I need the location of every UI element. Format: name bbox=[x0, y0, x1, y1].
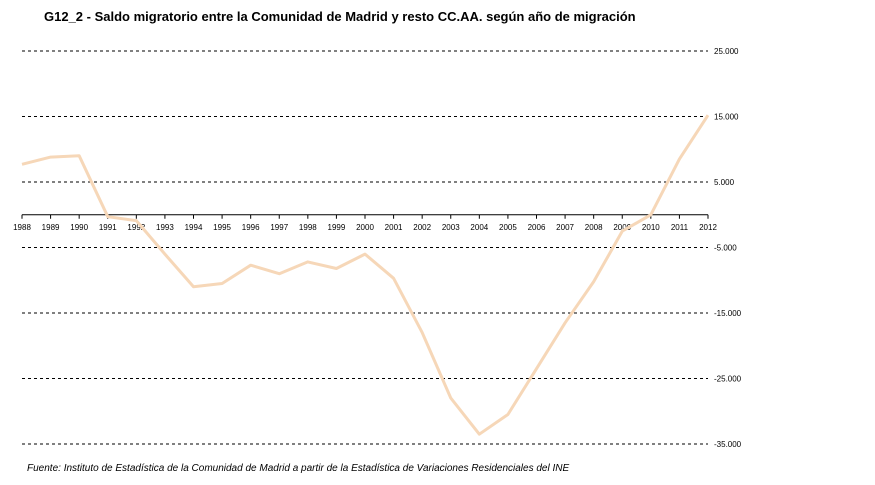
x-tick-label: 2011 bbox=[671, 223, 689, 232]
series-layer bbox=[22, 115, 708, 434]
y-tick-label: 25.000 bbox=[714, 47, 739, 56]
x-tick-label: 1989 bbox=[42, 223, 60, 232]
x-tick-label: 1991 bbox=[99, 223, 117, 232]
y-tick-label: -5.000 bbox=[714, 244, 737, 253]
line-chart: 25.000 15.000 5.000 -5.000 -15.000 -25.000 -35… bbox=[0, 0, 875, 485]
x-tick-label: 2005 bbox=[499, 223, 517, 232]
x-tick-label: 2010 bbox=[642, 223, 660, 232]
x-tick-label: 2002 bbox=[413, 223, 431, 232]
x-tick-label: 1998 bbox=[299, 223, 317, 232]
x-tick-label: 1988 bbox=[13, 223, 31, 232]
x-tick-label: 2001 bbox=[385, 223, 403, 232]
x-tick-label: 1996 bbox=[242, 223, 260, 232]
series-line bbox=[22, 115, 708, 434]
x-tick-label: 1994 bbox=[185, 223, 203, 232]
y-tick-label: -15.000 bbox=[714, 309, 742, 318]
y-tick-label: -25.000 bbox=[714, 375, 742, 384]
y-tick-label: 5.000 bbox=[714, 178, 735, 187]
source-note: Fuente: Instituto de Estadística de la C… bbox=[27, 463, 569, 474]
y-tick-labels: 25.000 15.000 5.000 -5.000 -15.000 -25.000 -35… bbox=[714, 47, 742, 449]
y-tick-label: 15.000 bbox=[714, 113, 739, 122]
x-tick-label: 2004 bbox=[470, 223, 488, 232]
x-tick-label: 1997 bbox=[270, 223, 288, 232]
x-tick-labels: 1988 1989 1990 1991 1992 1993 1994 1995 1996 1997… bbox=[13, 223, 717, 232]
x-tick-label: 1995 bbox=[213, 223, 231, 232]
x-tick-label: 2012 bbox=[699, 223, 717, 232]
x-tick-label: 2008 bbox=[585, 223, 603, 232]
gridlines bbox=[22, 51, 708, 444]
x-tick-label: 1999 bbox=[328, 223, 346, 232]
x-tick-label: 1993 bbox=[156, 223, 174, 232]
x-tick-label: 2000 bbox=[356, 223, 374, 232]
x-tick-label: 2006 bbox=[528, 223, 546, 232]
x-tick-label: 1990 bbox=[70, 223, 88, 232]
y-tick-label: -35.000 bbox=[714, 440, 742, 449]
x-tick-label: 2007 bbox=[556, 223, 574, 232]
x-tick-label: 2003 bbox=[442, 223, 460, 232]
